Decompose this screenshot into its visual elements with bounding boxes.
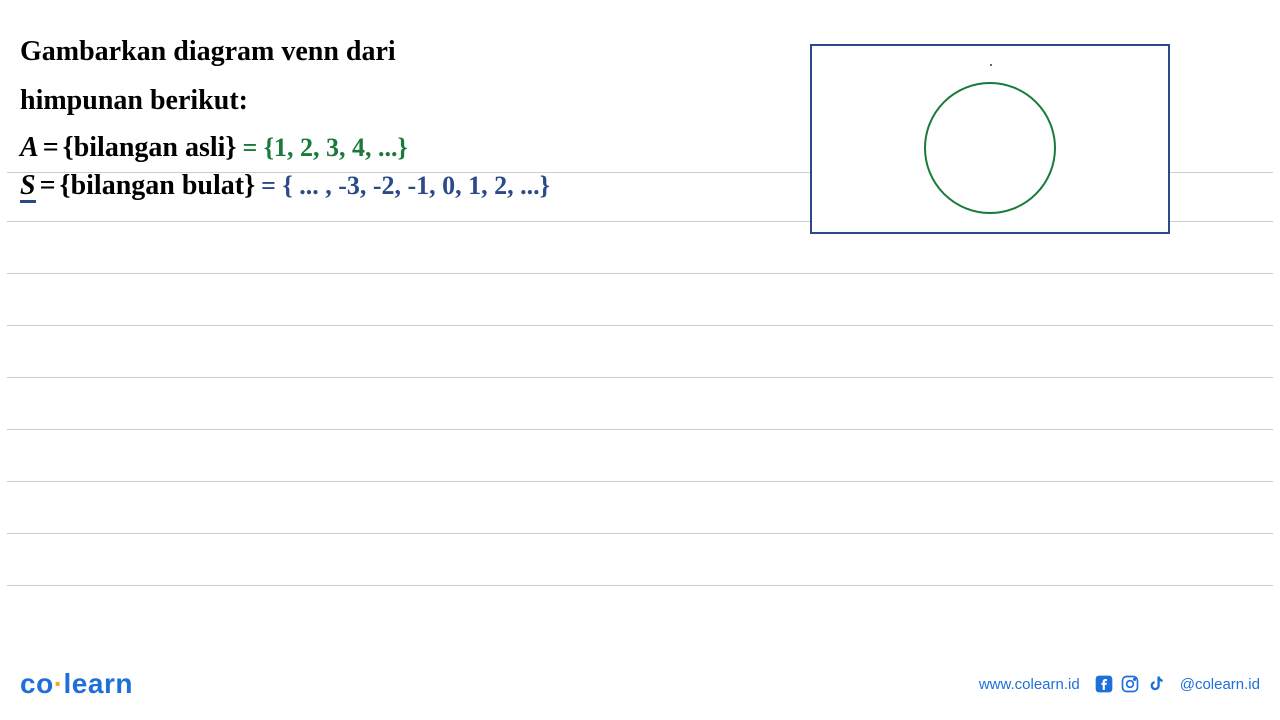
facebook-icon <box>1094 674 1114 694</box>
ruled-background <box>0 172 1280 637</box>
set-s-handwritten: = { ... , -3, -2, -1, 0, 1, 2, ...} <box>261 171 550 201</box>
instagram-icon <box>1120 674 1140 694</box>
social-handle: @colearn.id <box>1180 676 1260 693</box>
set-a-def: A={bilangan asli} <box>20 132 236 164</box>
website-url: www.colearn.id <box>979 676 1080 693</box>
set-s-def: S={bilangan bulat} <box>20 170 255 203</box>
footer-right: www.colearn.id @colearn.id <box>979 674 1260 694</box>
venn-circle <box>924 82 1056 214</box>
footer: co·learn www.colearn.id @colearn.id <box>0 668 1280 700</box>
content-area: Gambarkan diagram venn dari himpunan ber… <box>0 0 1280 203</box>
venn-diagram-box <box>810 44 1170 234</box>
venn-dot <box>990 64 992 66</box>
logo: co·learn <box>20 668 133 700</box>
tiktok-icon <box>1146 674 1166 694</box>
social-icons <box>1094 674 1166 694</box>
set-a-handwritten: = {1, 2, 3, 4, ...} <box>242 133 407 163</box>
